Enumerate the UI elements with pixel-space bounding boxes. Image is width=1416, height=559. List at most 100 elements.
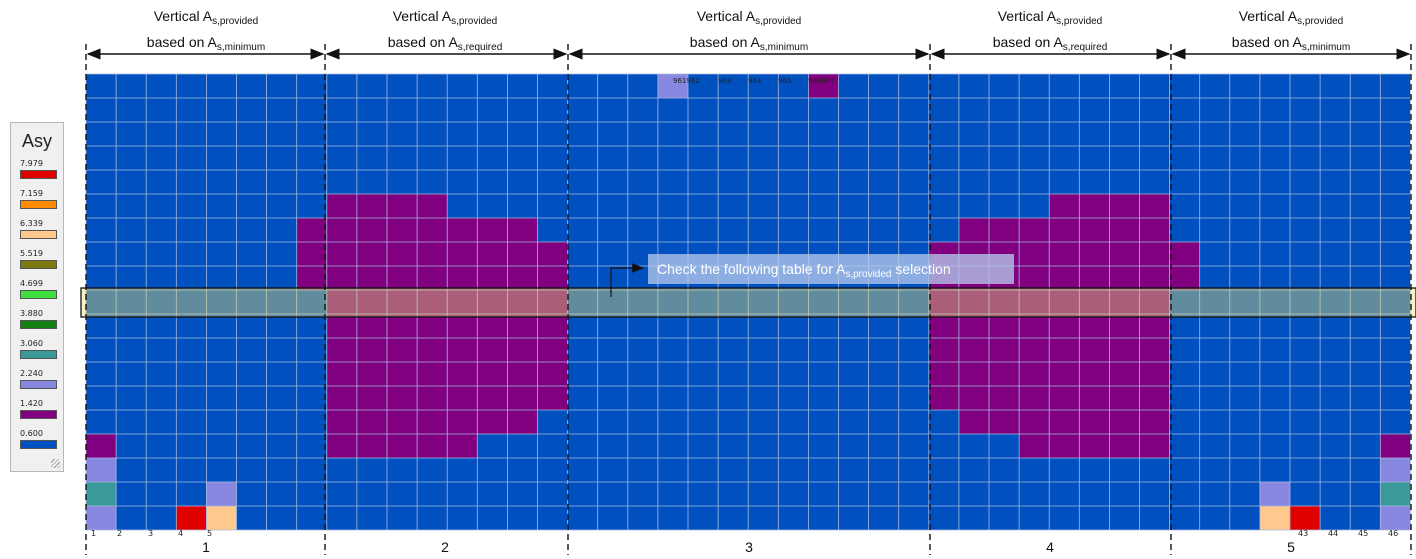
node-label: 965 bbox=[778, 77, 791, 85]
header-subscript: s,required bbox=[457, 42, 503, 53]
node-label: 5 bbox=[207, 529, 212, 538]
header-text: Vertical A bbox=[392, 8, 452, 24]
callout-text: Check the following table for A bbox=[657, 261, 846, 277]
header-subscript: s,provided bbox=[1297, 16, 1344, 27]
header-text: based on A bbox=[1231, 34, 1302, 50]
header-subscript: s,provided bbox=[755, 16, 802, 27]
legend-value: 3.060 bbox=[20, 339, 43, 348]
legend-value: 2.240 bbox=[20, 369, 43, 378]
header-text: based on A bbox=[992, 34, 1063, 50]
mesh-cell-lavender bbox=[86, 458, 117, 482]
mesh-cell-lavender bbox=[1380, 458, 1411, 482]
legend-entry: 3.060 bbox=[20, 339, 58, 359]
mesh-region-purple bbox=[958, 218, 1170, 242]
header-text: Vertical A bbox=[696, 8, 756, 24]
mesh-cell-red bbox=[1290, 506, 1321, 530]
mesh-region-purple bbox=[326, 218, 538, 242]
mesh-cell-peach bbox=[1259, 506, 1290, 530]
legend-entry: 7.159 bbox=[20, 189, 58, 209]
header-text: Vertical A bbox=[153, 8, 213, 24]
mesh-cell-lavender bbox=[657, 74, 688, 98]
mesh-cell-teal bbox=[1380, 482, 1411, 506]
legend-entry: 2.240 bbox=[20, 369, 58, 389]
mesh-cell-purple bbox=[1380, 434, 1411, 458]
segment-number-label: 4 bbox=[1046, 539, 1054, 555]
header-subscript: s,provided bbox=[451, 16, 498, 27]
segment-header: Vertical As,provided based on As,minimum bbox=[1181, 6, 1401, 58]
node-label: 2 bbox=[117, 529, 122, 538]
legend-swatch bbox=[20, 440, 57, 449]
legend-entry: 3.880 bbox=[20, 309, 58, 329]
segment-number-label: 2 bbox=[441, 539, 449, 555]
legend-entry: 5.519 bbox=[20, 249, 58, 269]
mesh-region-purple bbox=[1019, 434, 1170, 458]
legend-swatch bbox=[20, 350, 57, 359]
legend-swatch bbox=[20, 200, 57, 209]
legend-value: 7.979 bbox=[20, 159, 43, 168]
header-subscript: s,minimum bbox=[216, 42, 266, 53]
header-subscript: s,minimum bbox=[759, 42, 809, 53]
mesh-cell-lavender bbox=[1380, 506, 1411, 530]
node-label: 961962 bbox=[673, 77, 700, 85]
header-subscript: s,provided bbox=[212, 16, 259, 27]
legend-swatch bbox=[20, 170, 57, 179]
legend-value: 4.699 bbox=[20, 279, 43, 288]
legend-value: 7.159 bbox=[20, 189, 43, 198]
legend-entry: 4.699 bbox=[20, 279, 58, 299]
legend-value: 1.420 bbox=[20, 399, 43, 408]
callout-suffix: selection bbox=[891, 261, 951, 277]
node-label: 964 bbox=[748, 77, 762, 85]
legend-entry: 0.600 bbox=[20, 429, 58, 449]
segment-header: Vertical As,provided based on As,minimum bbox=[639, 6, 859, 58]
header-subscript: s,provided bbox=[1056, 16, 1103, 27]
segment-number-label: 1 bbox=[202, 539, 210, 555]
callout-arrow bbox=[610, 263, 645, 297]
mesh-region-purple bbox=[296, 242, 568, 266]
mesh-region-purple bbox=[296, 218, 327, 290]
mesh-cell-lavender bbox=[206, 482, 237, 506]
legend-swatch bbox=[20, 380, 57, 389]
node-label: 3 bbox=[148, 529, 153, 538]
color-legend: Asy 7.979 7.159 6.339 5.519 4.699 3.880 3.060 2… bbox=[10, 122, 64, 472]
mesh-cell-teal bbox=[86, 482, 117, 506]
highlighted-row-band bbox=[80, 287, 1416, 318]
node-label: 4 bbox=[178, 529, 183, 538]
legend-swatch bbox=[20, 290, 57, 299]
header-subscript: s,required bbox=[1062, 42, 1108, 53]
header-text: based on A bbox=[387, 34, 458, 50]
mesh-region-purple bbox=[326, 434, 478, 458]
resize-grip-icon[interactable] bbox=[51, 459, 60, 468]
mesh-cell-peach bbox=[206, 506, 237, 530]
node-label: 1 bbox=[91, 529, 96, 538]
segment-number-label: 3 bbox=[745, 539, 753, 555]
header-text: based on A bbox=[689, 34, 760, 50]
legend-title: Asy bbox=[21, 131, 52, 151]
node-label: 45 bbox=[1358, 529, 1368, 538]
legend-entry: 7.979 bbox=[20, 159, 58, 179]
segment-header: Vertical As,provided based on As,required bbox=[940, 6, 1160, 58]
legend-value: 5.519 bbox=[20, 249, 43, 258]
legend-swatch bbox=[20, 410, 57, 419]
header-text: Vertical A bbox=[1238, 8, 1298, 24]
mesh-region-purple bbox=[296, 266, 568, 290]
mesh-cell-purple bbox=[808, 74, 839, 98]
mesh-cell-lavender bbox=[86, 506, 117, 530]
mesh-cell-purple bbox=[86, 434, 117, 458]
header-text: based on A bbox=[146, 34, 217, 50]
legend-value: 6.339 bbox=[20, 219, 43, 228]
legend-swatch bbox=[20, 260, 57, 269]
callout-box: Check the following table for As,provide… bbox=[648, 254, 1014, 284]
node-label: 46 bbox=[1388, 529, 1398, 538]
legend-value: 0.600 bbox=[20, 429, 43, 438]
mesh-region-purple bbox=[326, 410, 538, 434]
legend-entry: 1.420 bbox=[20, 399, 58, 419]
node-label: 44 bbox=[1328, 529, 1338, 538]
callout-subscript: s,provided bbox=[845, 269, 892, 280]
node-label: 963 bbox=[718, 77, 731, 85]
segment-number-label: 5 bbox=[1287, 539, 1295, 555]
node-label: 966967 bbox=[808, 77, 835, 85]
segment-header: Vertical As,provided based on As,minimum bbox=[96, 6, 316, 58]
mesh-cell-lavender bbox=[1259, 482, 1290, 506]
